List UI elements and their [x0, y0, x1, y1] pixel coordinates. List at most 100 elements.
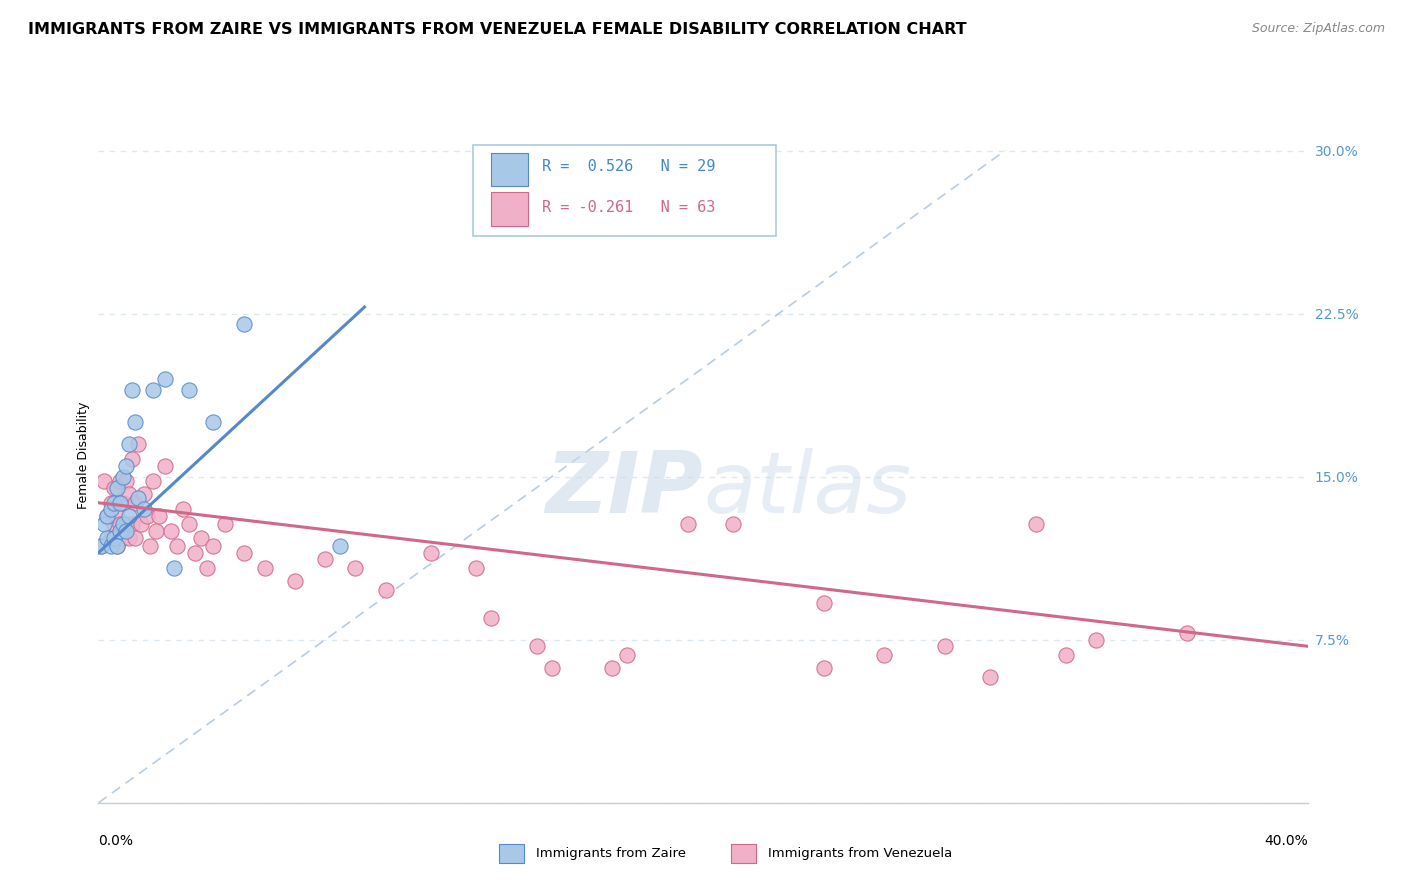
- Point: [132, 502, 155, 516]
- Point: [190, 531, 212, 545]
- Point: [111, 517, 134, 532]
- Point: [124, 415, 146, 429]
- Point: [184, 546, 207, 560]
- Point: [179, 517, 201, 532]
- Text: 0.0%: 0.0%: [98, 834, 134, 848]
- Point: [124, 531, 146, 545]
- Point: [232, 546, 254, 560]
- Point: [465, 561, 488, 575]
- Point: [1054, 648, 1077, 662]
- Point: [540, 661, 562, 675]
- Point: [172, 502, 194, 516]
- Bar: [492, 153, 527, 186]
- Point: [979, 670, 1001, 684]
- Point: [111, 531, 134, 545]
- Point: [329, 539, 352, 553]
- Point: [105, 481, 128, 495]
- Point: [723, 517, 745, 532]
- Point: [108, 524, 131, 538]
- Text: IMMIGRANTS FROM ZAIRE VS IMMIGRANTS FROM VENEZUELA FEMALE DISABILITY CORRELATION: IMMIGRANTS FROM ZAIRE VS IMMIGRANTS FROM…: [28, 22, 967, 37]
- Text: Immigrants from Venezuela: Immigrants from Venezuela: [768, 847, 952, 860]
- Point: [111, 496, 134, 510]
- Point: [96, 508, 118, 523]
- Point: [132, 487, 155, 501]
- Text: ZIP: ZIP: [546, 448, 703, 532]
- Point: [121, 517, 143, 532]
- Point: [202, 415, 225, 429]
- Point: [100, 496, 122, 510]
- Point: [108, 474, 131, 488]
- Point: [214, 517, 236, 532]
- Point: [114, 517, 136, 532]
- Point: [142, 474, 165, 488]
- Point: [420, 546, 443, 560]
- Point: [179, 383, 201, 397]
- Point: [114, 458, 136, 473]
- Point: [153, 458, 176, 473]
- Bar: [492, 192, 527, 226]
- Point: [96, 508, 118, 523]
- Point: [166, 539, 188, 553]
- Point: [314, 552, 336, 566]
- Point: [103, 531, 125, 545]
- Point: [96, 531, 118, 545]
- Point: [1175, 626, 1198, 640]
- Point: [100, 531, 122, 545]
- Point: [873, 648, 896, 662]
- Point: [100, 502, 122, 516]
- Point: [616, 648, 638, 662]
- Point: [93, 517, 115, 532]
- FancyBboxPatch shape: [474, 145, 776, 235]
- Point: [103, 517, 125, 532]
- Point: [142, 383, 165, 397]
- Text: 40.0%: 40.0%: [1264, 834, 1308, 848]
- Point: [100, 539, 122, 553]
- Point: [148, 508, 170, 523]
- Point: [344, 561, 367, 575]
- Text: R = -0.261   N = 63: R = -0.261 N = 63: [543, 200, 716, 215]
- Point: [163, 561, 186, 575]
- Point: [103, 481, 125, 495]
- Point: [105, 508, 128, 523]
- Point: [111, 469, 134, 483]
- Point: [127, 491, 149, 506]
- Text: Source: ZipAtlas.com: Source: ZipAtlas.com: [1251, 22, 1385, 36]
- Point: [1085, 632, 1108, 647]
- Y-axis label: Female Disability: Female Disability: [77, 401, 90, 508]
- Point: [121, 383, 143, 397]
- Point: [124, 496, 146, 510]
- Point: [153, 372, 176, 386]
- Point: [90, 539, 112, 553]
- Point: [118, 508, 141, 523]
- Text: R =  0.526   N = 29: R = 0.526 N = 29: [543, 159, 716, 174]
- Point: [105, 539, 128, 553]
- Point: [481, 611, 503, 625]
- Point: [108, 517, 131, 532]
- Point: [232, 318, 254, 332]
- Point: [114, 474, 136, 488]
- Point: [676, 517, 699, 532]
- Point: [118, 487, 141, 501]
- Point: [114, 524, 136, 538]
- Point: [202, 539, 225, 553]
- Point: [160, 524, 183, 538]
- Point: [135, 508, 157, 523]
- Point: [374, 582, 396, 597]
- Point: [813, 661, 835, 675]
- Point: [195, 561, 218, 575]
- Point: [105, 539, 128, 553]
- Point: [118, 531, 141, 545]
- Point: [103, 496, 125, 510]
- Text: Immigrants from Zaire: Immigrants from Zaire: [536, 847, 686, 860]
- Point: [139, 539, 162, 553]
- Point: [90, 539, 112, 553]
- Point: [145, 524, 167, 538]
- Point: [253, 561, 276, 575]
- Point: [602, 661, 624, 675]
- Point: [813, 596, 835, 610]
- Point: [108, 496, 131, 510]
- Point: [284, 574, 307, 588]
- Point: [934, 639, 956, 653]
- Text: atlas: atlas: [703, 448, 911, 532]
- Point: [121, 452, 143, 467]
